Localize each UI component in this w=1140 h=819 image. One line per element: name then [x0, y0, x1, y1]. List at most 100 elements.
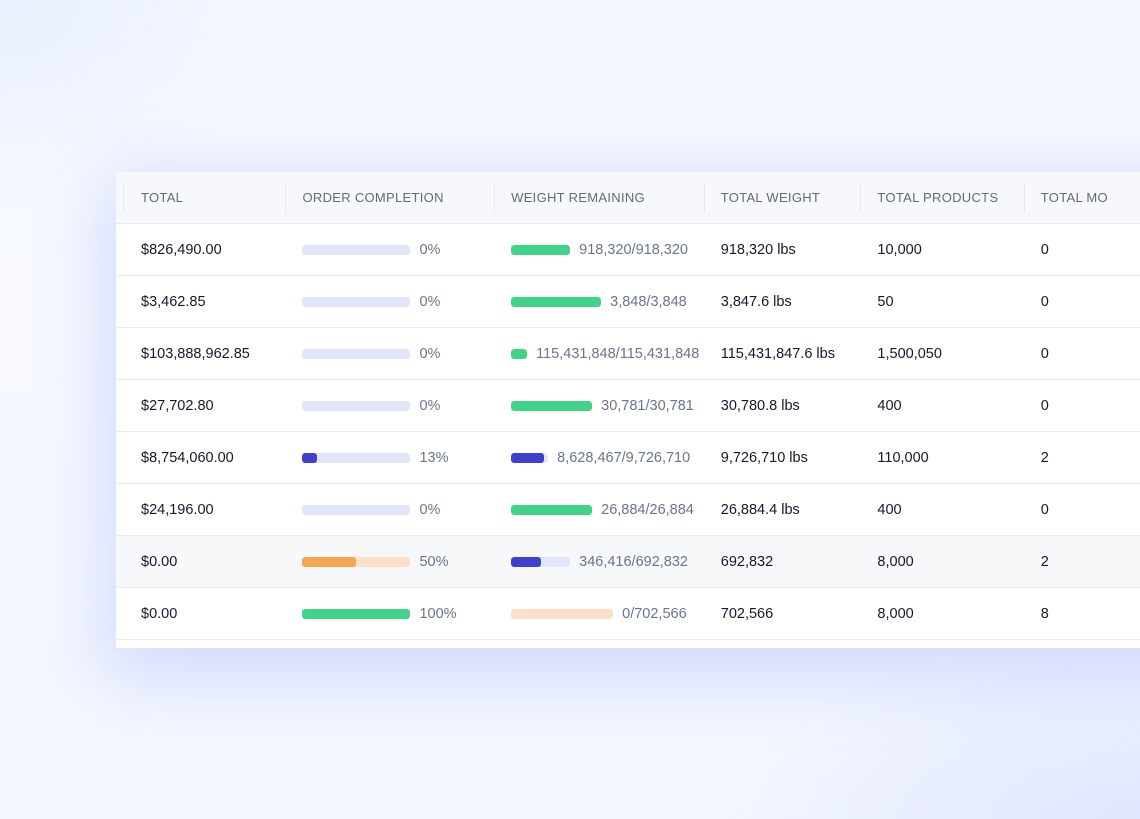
table-row[interactable]: $24,196.00 0% 26,884/26,884 26,884.4 lbs 400… [116, 484, 1140, 536]
cell-order-completion: 13% [285, 432, 494, 483]
weight-progress-fill [511, 556, 541, 567]
cell-total-products: 400 [877, 501, 902, 518]
cell-total-mo: 0 [1040, 501, 1049, 518]
cell-weight-remaining: 8,628,467/9,726,710 [494, 432, 704, 483]
completion-percent: 50% [419, 553, 449, 570]
weight-progress-bar [511, 608, 614, 619]
cell-weight-remaining: 918,320/918,320 [494, 224, 704, 275]
column-header-label: WEIGHT REMAINING [511, 190, 645, 205]
cell-total: $27,702.80 [141, 397, 214, 414]
completion-progress-bar [302, 244, 411, 255]
cell-weight-remaining: 115,431,848/115,431,848 [494, 328, 704, 379]
weight-remaining-text: 3,848/3,848 [610, 293, 687, 310]
weight-progress-bar [511, 400, 593, 411]
column-header-label: TOTAL PRODUCTS [877, 190, 999, 205]
cell-total-products: 8,000 [877, 605, 914, 622]
completion-progress-bar [302, 296, 411, 307]
column-header-label: TOTAL [141, 190, 184, 205]
column-header-label: ORDER COMPLETION [302, 190, 444, 205]
weight-progress-bar [511, 244, 571, 255]
weight-progress-fill [511, 244, 571, 255]
cell-weight-remaining: 26,884/26,884 [494, 484, 704, 535]
weight-progress-bar [511, 348, 528, 359]
completion-progress-bar [302, 400, 411, 411]
cell-total-products: 1,500,050 [877, 345, 942, 362]
cell-total-weight: 9,726,710 lbs [720, 449, 808, 466]
completion-percent: 0% [419, 501, 441, 518]
column-divider [860, 182, 862, 213]
completion-progress-fill [302, 608, 411, 619]
table-body: $826,490.00 0% 918,320/918,320 918,320 lbs 1… [116, 224, 1140, 640]
weight-progress-fill [511, 348, 528, 359]
cell-total: $3,462.85 [141, 293, 206, 310]
completion-percent: 0% [419, 241, 441, 258]
completion-progress-bar [302, 556, 411, 567]
completion-percent: 0% [419, 345, 441, 362]
cell-weight-remaining: 30,781/30,781 [494, 380, 704, 431]
column-header-total-products[interactable]: TOTAL PRODUCTS [860, 172, 1023, 223]
weight-progress-fill [511, 296, 602, 307]
completion-progress-bar [302, 608, 411, 619]
table-row[interactable]: $103,888,962.85 0% 115,431,848/115,431,848… [116, 328, 1140, 380]
column-divider [123, 182, 124, 213]
column-header-total-mo[interactable]: TOTAL MO [1023, 172, 1140, 223]
weight-progress-bar [511, 556, 571, 567]
weight-progress-bar [511, 452, 549, 463]
weight-remaining-text: 115,431,848/115,431,848 [536, 345, 700, 362]
weight-progress-fill [511, 400, 593, 411]
cell-weight-remaining: 3,848/3,848 [494, 276, 704, 327]
column-header-weight-remaining[interactable]: WEIGHT REMAINING [494, 172, 704, 223]
cell-total-mo: 0 [1040, 293, 1049, 310]
weight-progress-bar [511, 504, 593, 515]
column-divider [1023, 182, 1025, 213]
cell-total-mo: 0 [1040, 345, 1049, 362]
completion-percent: 100% [419, 605, 457, 622]
cell-total-weight: 918,320 lbs [720, 241, 796, 258]
column-header-order-completion[interactable]: ORDER COMPLETION [285, 172, 494, 223]
weight-remaining-text: 0/702,566 [622, 605, 687, 622]
completion-percent: 0% [419, 397, 441, 414]
cell-total-mo: 0 [1040, 241, 1049, 258]
cell-total: $0.00 [141, 553, 178, 570]
orders-table: TOTAL ORDER COMPLETION WEIGHT REMAINING … [116, 172, 1140, 648]
weight-remaining-text: 918,320/918,320 [579, 241, 688, 258]
weight-progress-fill [511, 452, 544, 463]
table-row[interactable]: $27,702.80 0% 30,781/30,781 30,780.8 lbs 400… [116, 380, 1140, 432]
cell-total-products: 50 [877, 293, 894, 310]
column-header-label: TOTAL MO [1040, 190, 1108, 205]
cell-total-mo: 2 [1040, 553, 1049, 570]
weight-remaining-text: 30,781/30,781 [601, 397, 694, 414]
column-header-total-weight[interactable]: TOTAL WEIGHT [703, 172, 861, 223]
completion-percent: 13% [419, 449, 449, 466]
completion-progress-fill [302, 452, 317, 463]
weight-progress-bar [511, 296, 602, 307]
table-row[interactable]: $826,490.00 0% 918,320/918,320 918,320 lbs 1… [116, 224, 1140, 276]
cell-total-products: 400 [877, 397, 902, 414]
cell-total-mo: 2 [1040, 449, 1049, 466]
table-header: TOTAL ORDER COMPLETION WEIGHT REMAINING … [116, 172, 1140, 224]
completion-progress-bar [302, 452, 411, 463]
cell-total-weight: 692,832 [720, 553, 774, 570]
cell-total-weight: 3,847.6 lbs [720, 293, 792, 310]
weight-remaining-text: 8,628,467/9,726,710 [557, 449, 691, 466]
weight-progress-fill [511, 504, 593, 515]
table-row[interactable]: $0.00 50% 346,416/692,832 692,832 8,000 2 [116, 536, 1140, 588]
cell-order-completion: 0% [285, 224, 494, 275]
cell-total: $8,754,060.00 [141, 449, 234, 466]
cell-total: $24,196.00 [141, 501, 214, 518]
column-header-total[interactable]: TOTAL [116, 172, 285, 223]
completion-progress-bar [302, 504, 411, 515]
completion-percent: 0% [419, 293, 441, 310]
cell-order-completion: 100% [285, 588, 494, 639]
table-row[interactable]: $3,462.85 0% 3,848/3,848 3,847.6 lbs 50 0 [116, 276, 1140, 328]
cell-total-products: 8,000 [877, 553, 914, 570]
completion-progress-fill [302, 556, 357, 567]
table-row[interactable]: $0.00 100% 0/702,566 702,566 8,000 8 [116, 588, 1140, 640]
cell-order-completion: 0% [285, 380, 494, 431]
cell-weight-remaining: 346,416/692,832 [494, 536, 704, 587]
cell-total-mo: 8 [1040, 605, 1049, 622]
table-row[interactable]: $8,754,060.00 13% 8,628,467/9,726,710 9,726… [116, 432, 1140, 484]
column-header-label: TOTAL WEIGHT [720, 190, 821, 205]
weight-remaining-text: 26,884/26,884 [601, 501, 694, 518]
cell-order-completion: 0% [285, 328, 494, 379]
